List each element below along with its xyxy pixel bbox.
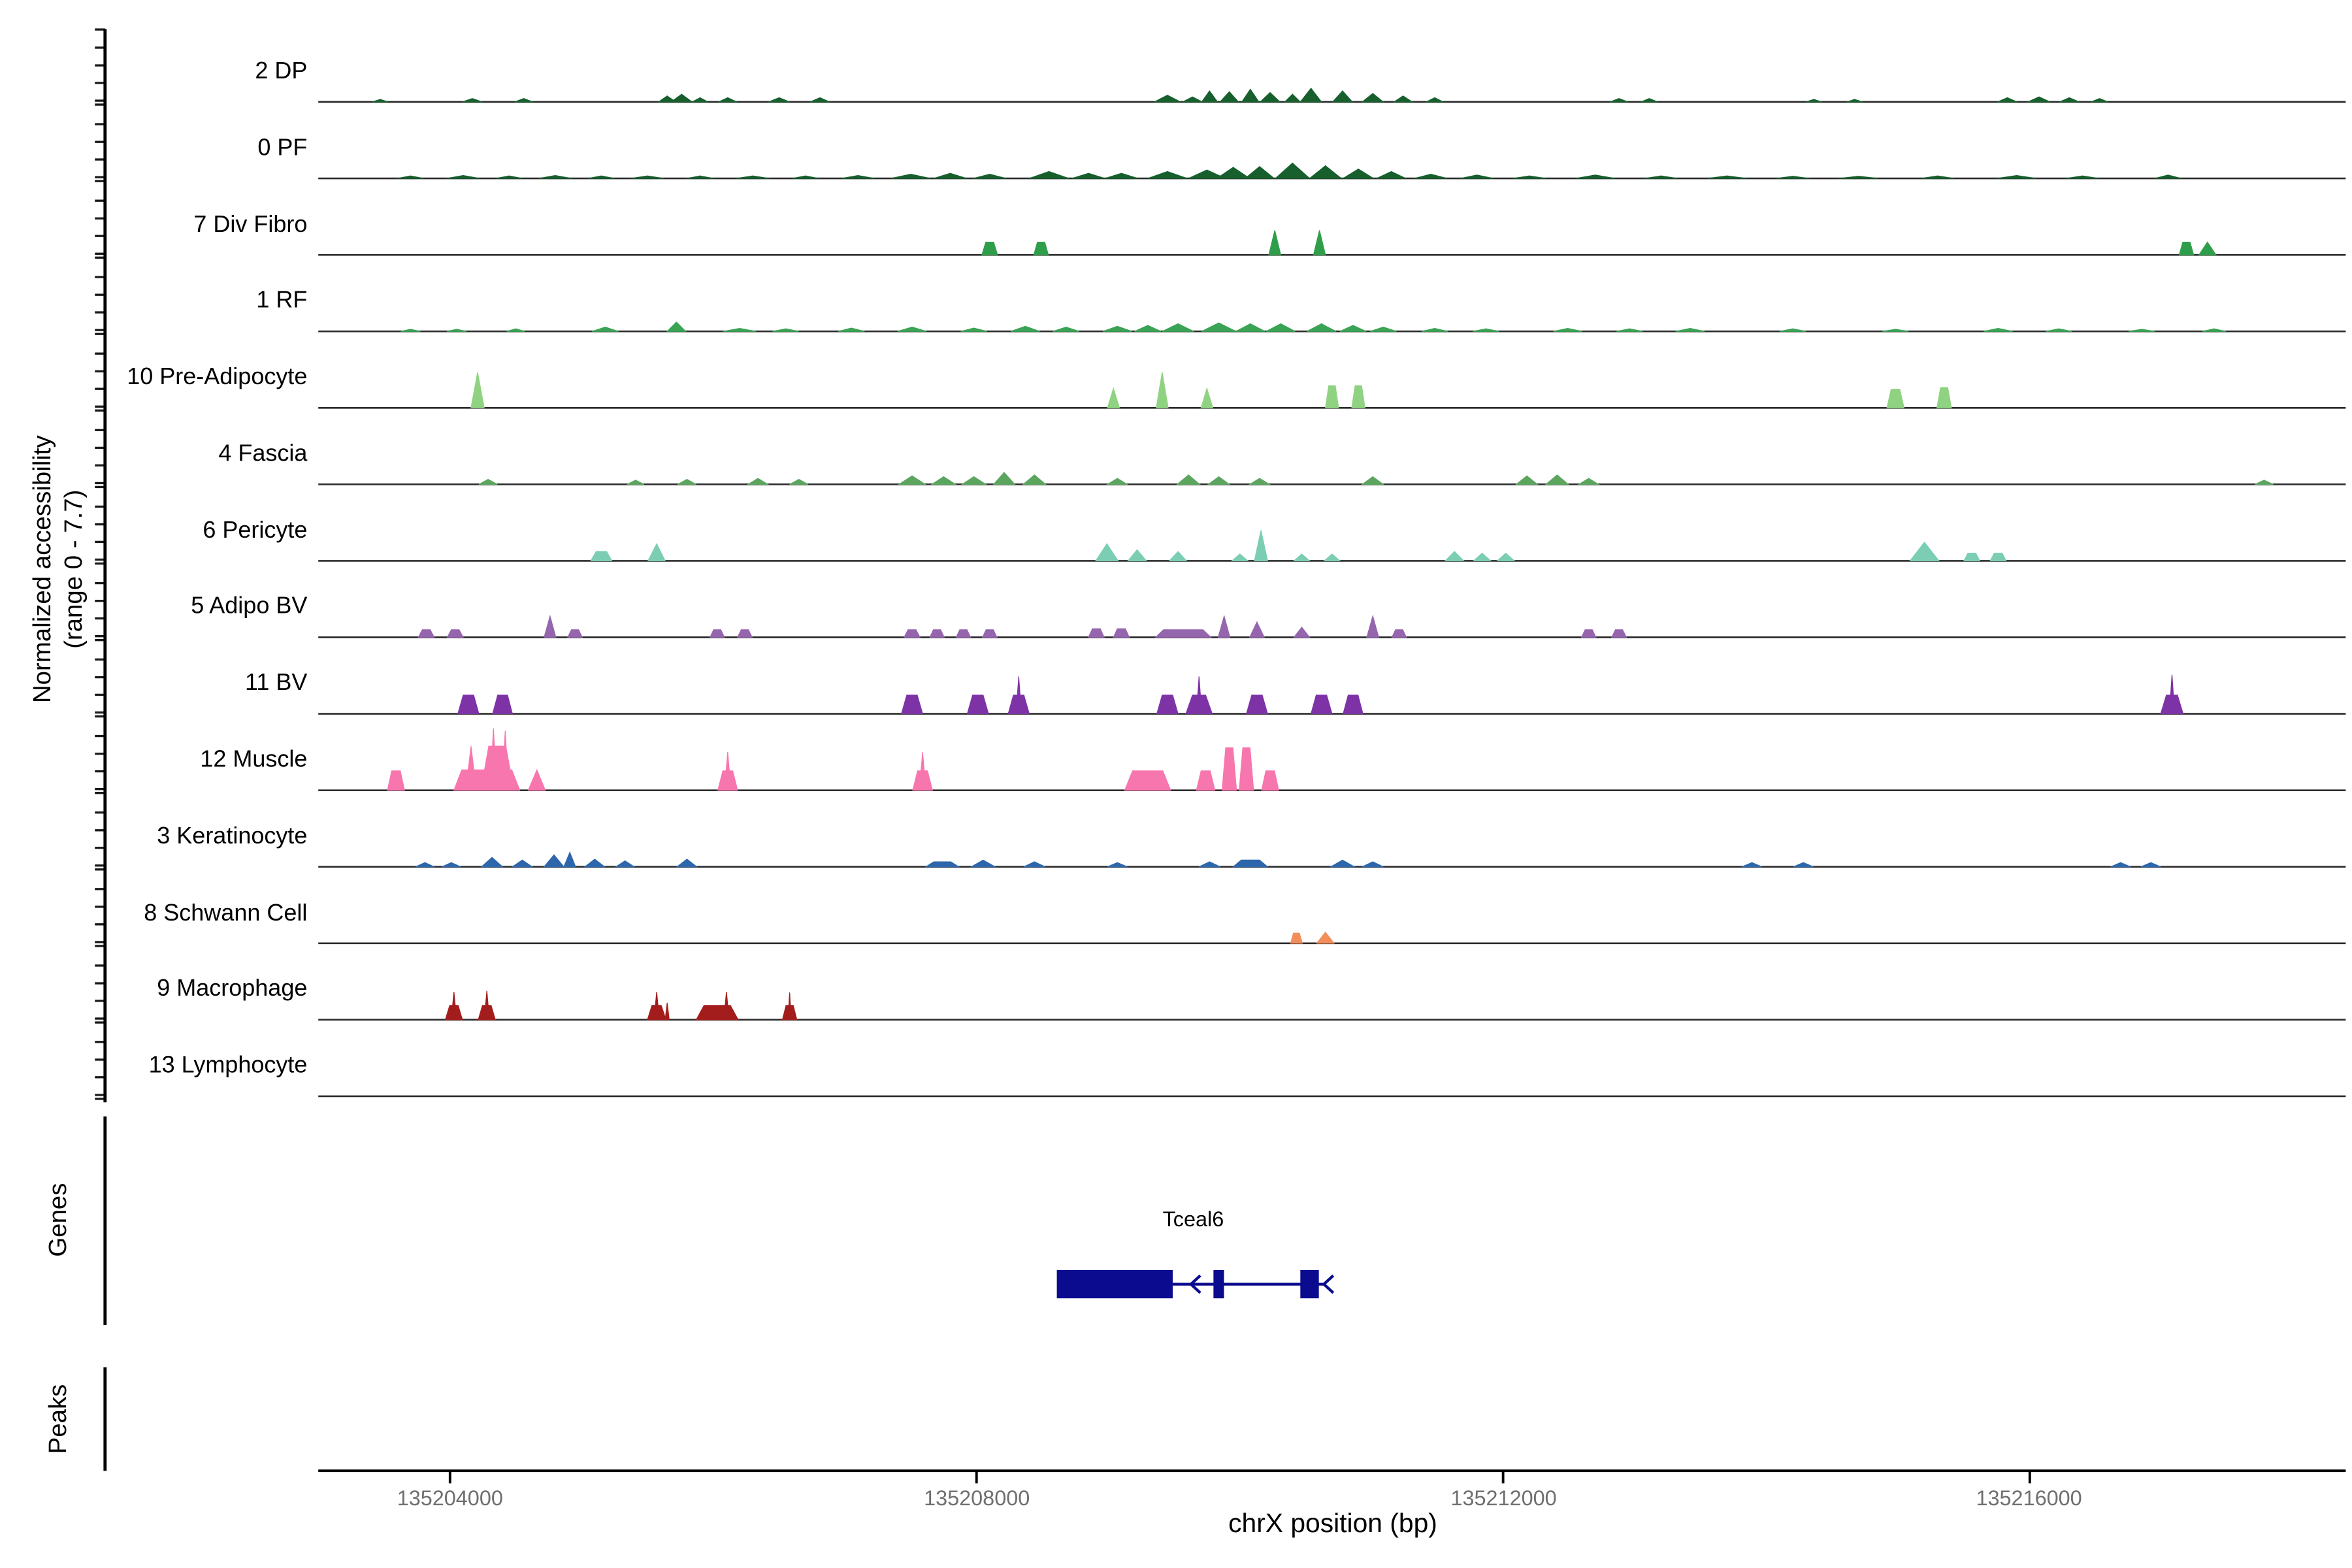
gene-exon-2 — [1213, 1270, 1224, 1299]
track-signal-7-div-fibro — [981, 230, 2217, 255]
track-label-1-rf: 1 RF — [256, 287, 308, 314]
gene-label: Tceal6 — [1162, 1207, 1224, 1232]
x-axis-tick-label: 135204000 — [397, 1486, 503, 1511]
track-signal-11-bv — [457, 674, 2184, 715]
track-label-7-div-fibro: 7 Div Fibro — [193, 210, 308, 238]
x-axis-title: chrX position (bp) — [1228, 1508, 1437, 1539]
track-label-2-dp: 2 DP — [255, 57, 308, 85]
x-axis-tick-label: 135212000 — [1450, 1486, 1557, 1511]
peaks-section-label: Peaks — [45, 1384, 73, 1454]
track-label-13-lymphocyte: 13 Lymphocyte — [148, 1052, 308, 1079]
track-label-12-muscle: 12 Muscle — [200, 746, 308, 774]
track-label-0-pf: 0 PF — [257, 134, 308, 161]
track-label-9-macrophage: 9 Macrophage — [157, 975, 308, 1003]
track-signal-1-rf — [400, 321, 2227, 332]
track-signal-2-dp — [372, 88, 2109, 103]
y-axis-title-line2: (range 0 - 7.7) — [61, 489, 88, 649]
track-label-4-fascia: 4 Fascia — [218, 440, 308, 467]
track-label-3-keratinocyte: 3 Keratinocyte — [157, 823, 308, 850]
track-signal-5-adipo-bv — [417, 614, 1627, 638]
gene-exon-1 — [1056, 1270, 1173, 1299]
track-signal-3-keratinocyte — [415, 851, 2161, 868]
genes-section-label: Genes — [45, 1183, 73, 1257]
track-signal-0-pf — [397, 162, 2181, 179]
track-signal-4-fascia — [478, 472, 2274, 485]
gene-exon-3 — [1300, 1270, 1319, 1299]
track-label-6-pericyte: 6 Pericyte — [203, 517, 308, 544]
track-signal-12-muscle — [387, 728, 1279, 791]
track-label-11-bv: 11 BV — [245, 670, 308, 697]
track-label-5-adipo-bv: 5 Adipo BV — [191, 593, 308, 621]
track-signal-10-pre-adipocyte — [470, 372, 1952, 408]
track-label-8-schwann-cell: 8 Schwann Cell — [144, 899, 308, 926]
x-axis-tick-label: 135216000 — [1976, 1486, 2082, 1511]
track-signal-9-macrophage — [444, 990, 798, 1021]
gene-strand-arrow — [1188, 1274, 1201, 1294]
y-axis-title: Normalized accessibility (range 0 - 7.7) — [28, 435, 91, 703]
gene-strand-arrow — [1322, 1274, 1335, 1294]
track-signal-6-pericyte — [590, 530, 2007, 562]
track-signal-8-schwann-cell — [1290, 931, 1335, 944]
y-axis-title-line1: Normalized accessibility — [29, 435, 57, 704]
x-axis-tick-label: 135208000 — [924, 1486, 1030, 1511]
track-label-10-pre-adipocyte: 10 Pre-Adipocyte — [127, 364, 308, 391]
